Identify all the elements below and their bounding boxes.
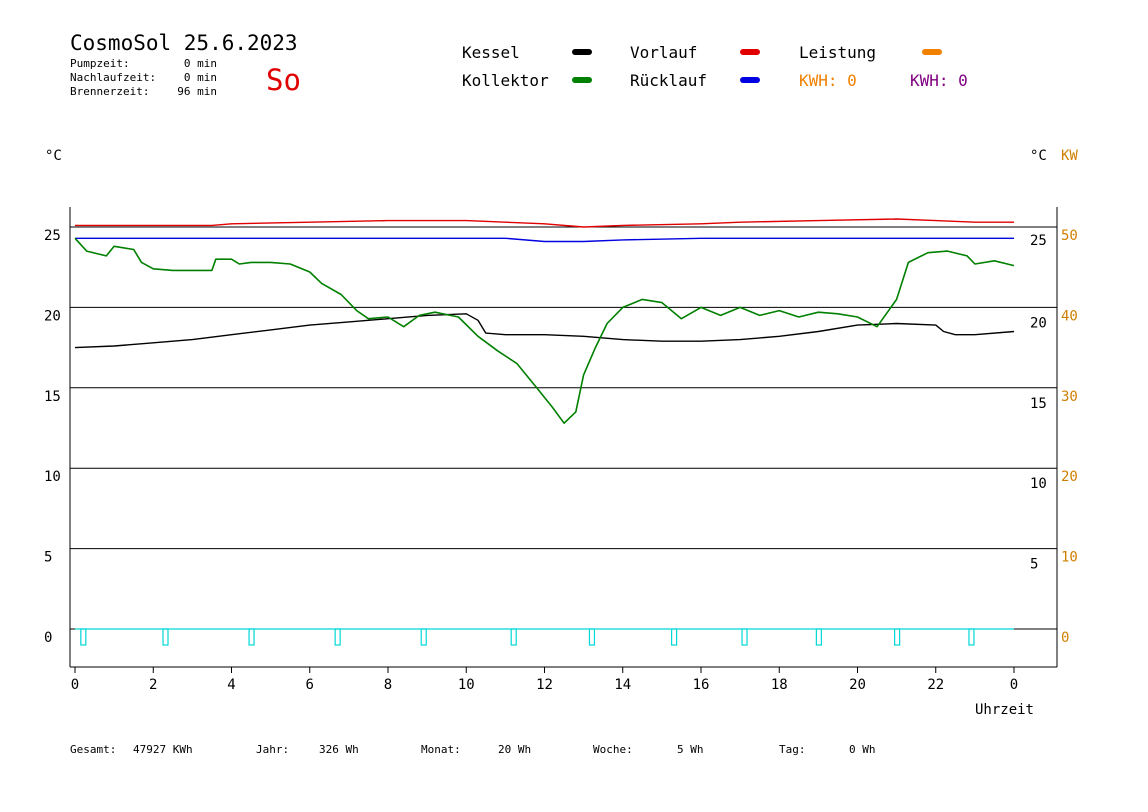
y-right-temp-tick-label: 25 [1030,233,1047,249]
left-axis-unit: °C [45,148,62,164]
x-tick-label: 0 [71,677,79,693]
pump-marker [162,628,169,646]
footer-value-gesamt: 47927 KWh [133,743,193,756]
x-tick-label: 10 [458,677,475,693]
footer-value-jahr: 326 Wh [319,743,359,756]
legend-kollektor-swatch [572,77,592,83]
footer-label-gesamt: Gesamt: [70,743,116,756]
pump-markers [75,628,1014,646]
stat-label-pumpzeit: Pumpzeit: [70,57,130,70]
series-lines [74,218,1015,425]
legend-vorlauf-label: Vorlauf [630,43,697,62]
footer-totals: Gesamt: 47927 KWh Jahr: 326 Wh Monat: 20… [70,743,876,756]
x-tick-label: 20 [849,677,866,693]
pump-marker [80,628,87,646]
x-tick-label: 18 [771,677,788,693]
pump-marker [671,628,678,646]
x-tick-label: 4 [227,677,235,693]
y-right-temp-tick-label: 15 [1030,396,1047,412]
series-line-kessel [74,313,1015,349]
plot-frame [69,207,1058,668]
y-left-tick-label: 10 [44,469,61,485]
x-tick-label: 6 [306,677,314,693]
legend-kessel-label: Kessel [462,43,520,62]
y-left-tick-label: 25 [44,228,61,244]
footer-value-tag: 0 Wh [849,743,876,756]
y-right-kw-tick-label: 10 [1061,550,1078,566]
legend-ruecklauf-swatch [740,77,760,83]
footer-label-woche: Woche: [593,743,633,756]
right-axis-unit-temp: °C [1030,148,1047,164]
footer-label-jahr: Jahr: [256,743,289,756]
pump-marker [248,628,255,646]
y-left-tick-label: 0 [44,630,52,646]
x-tick-label: 0 [1010,677,1018,693]
series-line-rcklauf [75,237,1014,243]
pump-marker [968,628,975,646]
x-tick-label: 2 [149,677,157,693]
y-right-temp-tick-label: 20 [1030,315,1047,331]
y-right-kw-tick-label: 40 [1061,308,1078,324]
legend: Kessel Kollektor Vorlauf Rücklauf Leistu… [462,43,968,90]
pump-marker [420,628,427,646]
series-line-kollektor [74,237,1015,425]
y-right-kw-tick-label: 50 [1061,228,1078,244]
pump-marker [894,628,901,646]
y-right-kw-tick-label: 30 [1061,389,1078,405]
legend-vorlauf-swatch [740,49,760,55]
y-left-tick-label: 5 [44,550,52,566]
x-tick-label: 22 [927,677,944,693]
stat-value-pumpzeit: 0 min [184,57,217,70]
x-tick-label: 14 [614,677,631,693]
footer-value-monat: 20 Wh [498,743,531,756]
pump-marker [815,628,822,646]
y-left-tick-label: 20 [44,308,61,324]
pump-marker [741,628,748,646]
y-right-kw-tick-label: 20 [1061,469,1078,485]
x-tick-label: 16 [693,677,710,693]
footer-value-woche: 5 Wh [677,743,704,756]
legend-leistung-label: Leistung [799,43,876,62]
y-left-tick-label: 15 [44,389,61,405]
stats-block: Pumpzeit: 0 min Nachlaufzeit: 0 min Bren… [70,57,217,98]
footer-label-tag: Tag: [779,743,806,756]
grid-lines [70,226,1057,630]
x-tick-label: 8 [384,677,392,693]
stat-label-nachlaufzeit: Nachlaufzeit: [70,71,156,84]
legend-leistung-swatch [922,49,942,55]
legend-ruecklauf-label: Rücklauf [630,71,707,90]
footer-label-monat: Monat: [421,743,461,756]
pump-marker [510,628,517,646]
y-right-temp-tick-label: 10 [1030,476,1047,492]
pump-marker [334,628,341,646]
y-right-temp-tick-label: 5 [1030,557,1038,573]
x-tick-label: 12 [536,677,553,693]
stat-value-brennerzeit: 96 min [177,85,217,98]
y-right-kw-tick-label: 0 [1061,630,1069,646]
legend-kwh-purple: KWH: 0 [910,71,968,90]
series-line-vorlauf [75,218,1014,228]
legend-kessel-swatch [572,49,592,55]
stat-value-nachlaufzeit: 0 min [184,71,217,84]
weekday-label: So [266,63,301,97]
legend-kwh-orange: KWH: 0 [799,71,857,90]
x-axis-label: Uhrzeit [975,702,1034,718]
pump-marker [588,628,596,646]
stat-label-brennerzeit: Brennerzeit: [70,85,149,98]
right-axis-unit-kw: KW [1061,148,1078,164]
page-title: CosmoSol 25.6.2023 [70,31,298,55]
legend-kollektor-label: Kollektor [462,71,549,90]
